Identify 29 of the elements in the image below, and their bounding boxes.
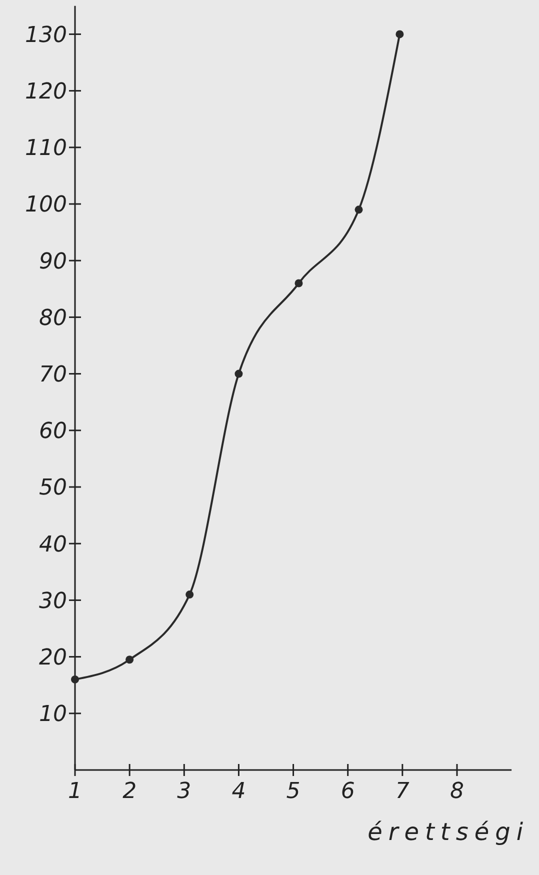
x-axis-title: érettségi	[368, 818, 529, 846]
point	[396, 30, 404, 38]
x-tick-label: 1	[68, 779, 82, 804]
y-tick-label: 100	[25, 192, 67, 218]
x-tick-label: 4	[232, 779, 246, 804]
x-tick-label: 3	[177, 779, 192, 804]
x-tick-label: 2	[122, 779, 137, 804]
y-tick-label: 10	[39, 702, 67, 728]
point	[126, 656, 134, 664]
point	[71, 675, 79, 684]
y-tick-label: 70	[39, 362, 67, 388]
y-tick-label: 110	[25, 136, 67, 162]
y-tick-label: 40	[39, 532, 67, 558]
x-tick-label: 8	[450, 779, 464, 804]
x-tick-label: 5	[286, 779, 300, 804]
x-tick-label: 6	[340, 779, 355, 804]
y-tick-label: 90	[39, 249, 67, 274]
x-tick-label: 7	[395, 779, 410, 804]
point	[294, 279, 303, 288]
y-tick-label: 50	[39, 476, 67, 501]
y-tick-label: 60	[39, 419, 67, 444]
y-tick-label: 20	[39, 646, 67, 670]
point	[354, 206, 363, 214]
point	[234, 370, 243, 378]
y-tick-label: 80	[39, 306, 67, 331]
y-tick-label: 120	[25, 80, 67, 104]
point	[186, 590, 194, 599]
y-tick-label: 130	[25, 22, 67, 48]
y-tick-label: 30	[39, 588, 67, 614]
